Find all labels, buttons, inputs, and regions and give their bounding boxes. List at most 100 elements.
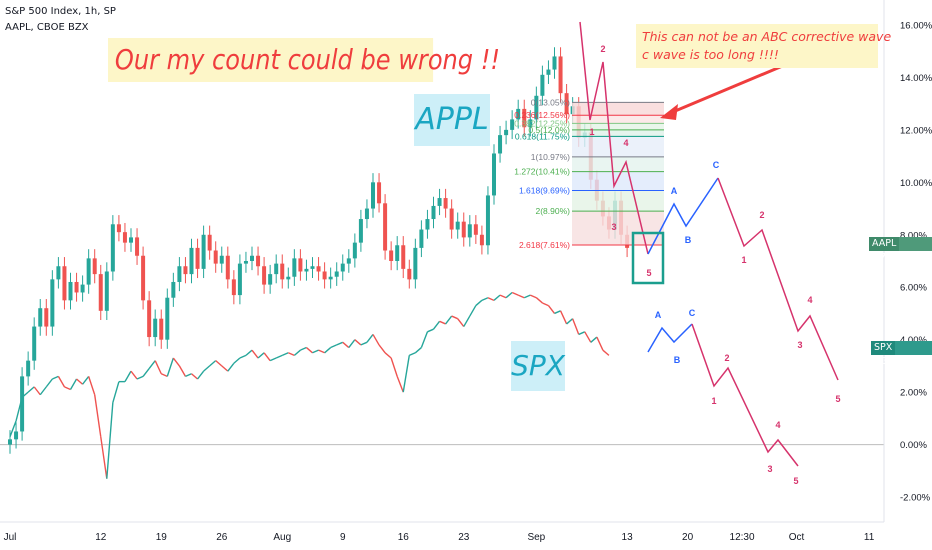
candle-body xyxy=(219,255,224,264)
spx-segment xyxy=(432,320,441,330)
spx-segment xyxy=(366,334,374,343)
spx-segment xyxy=(487,297,495,301)
spx-segment xyxy=(300,346,307,351)
x-tick-label: 19 xyxy=(156,532,168,543)
candle-body xyxy=(195,247,200,269)
y-tick-label: 8.00% xyxy=(900,230,927,241)
aapl-price-badge: AAPL+7.52% xyxy=(869,237,932,263)
spx-segment xyxy=(517,294,525,299)
fib-zone xyxy=(572,136,664,157)
chart-grid xyxy=(0,0,885,523)
spx-segment xyxy=(535,297,543,304)
candle-body xyxy=(431,205,436,220)
candle-body xyxy=(104,271,109,311)
candle-body xyxy=(334,271,339,277)
spx-segment xyxy=(372,334,380,346)
spx-segment xyxy=(69,378,78,390)
spx-segment xyxy=(130,370,138,380)
spx-segment xyxy=(402,355,410,393)
candle-body xyxy=(32,326,37,361)
candle-body xyxy=(473,224,478,235)
spx-segment xyxy=(396,376,404,393)
candle-body xyxy=(56,266,61,280)
fib-label: 1.272(10.41%) xyxy=(514,167,570,177)
candle-body xyxy=(443,198,448,209)
appl-impulse-projection xyxy=(717,177,839,381)
candle-body xyxy=(74,281,79,293)
spx-segment xyxy=(257,352,265,359)
fib-label: 0.236(12.56%) xyxy=(514,110,570,120)
wave-label: 5 xyxy=(793,476,798,486)
aapl-badge-value: +7.52% xyxy=(872,252,911,263)
spx-segment xyxy=(148,360,156,369)
fib-zone xyxy=(572,123,664,130)
spx-segment xyxy=(227,362,235,372)
fib-zone xyxy=(572,115,664,124)
spx-segment xyxy=(64,386,71,391)
candle-body xyxy=(310,266,315,269)
candle-body xyxy=(68,281,73,301)
candle-body xyxy=(292,258,297,277)
candle-body xyxy=(564,93,569,115)
candle-body xyxy=(552,56,557,70)
spx-segment xyxy=(342,341,350,349)
x-tick-label: 9 xyxy=(340,532,346,543)
spx-segment xyxy=(584,331,592,343)
candle-body xyxy=(62,266,67,301)
x-tick-label: 13 xyxy=(622,532,634,543)
candle-body xyxy=(401,245,406,269)
candle-body xyxy=(147,300,152,338)
fibonacci-retracement[interactable]: 0(13.05%) 0.236(12.56%)0.382(12.25%)0.5(1… xyxy=(514,97,664,250)
fib-label: 1(10.97%) xyxy=(531,152,570,162)
spx-segment xyxy=(420,331,429,348)
spx-segment xyxy=(57,376,66,388)
candle-body xyxy=(413,247,418,280)
y-axis[interactable]: 16.00% 14.00% 12.00% 10.00% 8.00% 6.00% 4.00% 2… xyxy=(900,20,932,503)
x-axis[interactable]: Jul 12 19 26 Aug 9 16 23 Sep 13 20 12:30 Oct 11 xyxy=(4,532,875,543)
candle-body xyxy=(98,274,103,311)
candle-body xyxy=(425,219,430,230)
spx-segment xyxy=(233,357,241,364)
candle-body xyxy=(340,263,345,272)
elliott-wave-drawings[interactable]: 1 2 3 4 5 A B C 1 2 3 4 5 A B C 1 2 3 4 5 xyxy=(579,21,841,486)
spx-segment xyxy=(94,394,102,437)
candle-body xyxy=(304,268,309,272)
spx-segment xyxy=(427,328,434,333)
fib-label: 2(8.90%) xyxy=(536,206,571,216)
candle-body xyxy=(558,56,563,94)
wave-label: 4 xyxy=(775,420,780,430)
x-tick-label: 23 xyxy=(458,532,470,543)
candle-body xyxy=(153,318,158,338)
candle-body xyxy=(92,258,97,275)
spx-segment xyxy=(451,315,458,320)
fib-label: 1.618(9.69%) xyxy=(519,185,570,195)
spx-segment xyxy=(209,360,217,367)
main-note-callout[interactable]: Our my count could be wrong !! xyxy=(108,38,500,82)
appl-label[interactable]: APPL xyxy=(414,94,490,146)
candle-body xyxy=(522,108,527,128)
candle-body xyxy=(110,224,115,272)
candle-body xyxy=(165,297,170,340)
wave5-highlight-box xyxy=(631,231,665,285)
fib-label: 0.5(12.0%) xyxy=(528,125,570,135)
side-note-callout[interactable]: This can not be an ABC corrective wave c… xyxy=(636,24,891,68)
wave-label: 4 xyxy=(807,295,812,305)
y-tick-label: 6.00% xyxy=(900,283,927,294)
fib-zone xyxy=(572,171,664,191)
candle-body xyxy=(546,69,551,75)
x-tick-label: Sep xyxy=(527,532,545,543)
candle-body xyxy=(437,198,442,206)
side-note-line-2: c wave is too long !!!! xyxy=(642,47,779,62)
candle-body xyxy=(122,232,127,243)
y-tick-label: 2.00% xyxy=(900,388,927,399)
spx-segment xyxy=(106,402,114,479)
x-tick-label: Aug xyxy=(273,532,291,543)
spx-label[interactable]: SPX xyxy=(511,341,565,391)
candle-body xyxy=(316,266,321,272)
candle-body xyxy=(231,279,236,296)
spx-segment xyxy=(154,360,162,375)
spx-segment xyxy=(293,349,301,356)
arrow-head xyxy=(660,104,678,120)
wave-label: 2 xyxy=(759,210,764,220)
